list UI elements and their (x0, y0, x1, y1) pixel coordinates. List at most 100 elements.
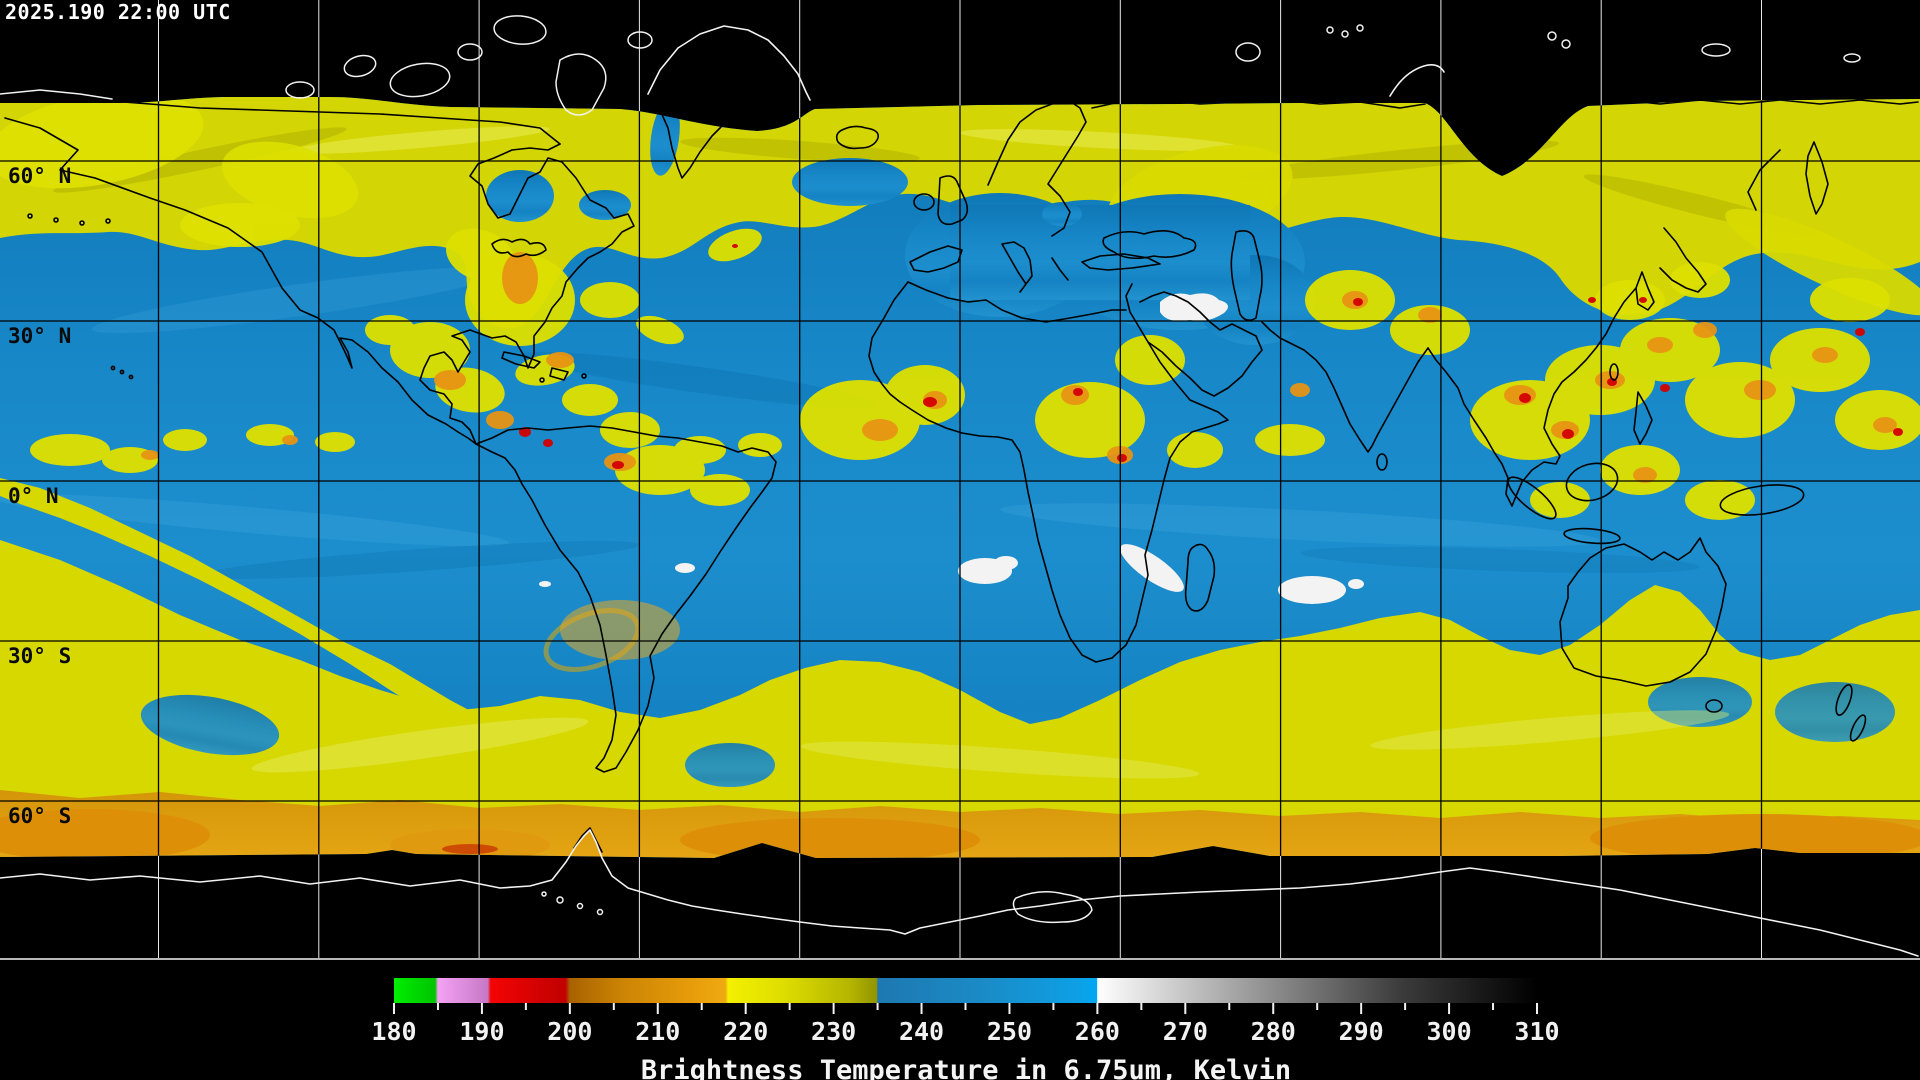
coast-arabia (1139, 291, 1263, 397)
colorbar-tick-label: 210 (635, 1017, 680, 1046)
isle-franzjosef-2 (1341, 30, 1349, 38)
aleutian-3 (79, 220, 85, 226)
coast-north-america (4, 117, 477, 445)
coast-iceland (835, 125, 880, 150)
isle-arctic-a (285, 81, 315, 99)
colorbar-tick-label: 190 (459, 1017, 504, 1046)
coast-greece-turkey (1051, 253, 1161, 281)
black-sea (1102, 230, 1197, 260)
colorbar-tick-label: 240 (899, 1017, 944, 1046)
isle-victoria (389, 62, 451, 98)
coast-okhotsk (1747, 149, 1781, 211)
colorbar-tick-label: 300 (1426, 1017, 1471, 1046)
colorbar-tick-label: 290 (1339, 1017, 1384, 1046)
colorbar-title: Brightness Temperature in 6.75um, Kelvin (641, 1055, 1291, 1080)
coast-mediterranean-south (907, 281, 1127, 323)
coast-java (1563, 527, 1621, 545)
coast-philippines (1633, 391, 1653, 445)
coast-tasmania (1705, 699, 1723, 713)
aleutian-2 (53, 217, 59, 223)
latitude-labels: 60° N 30° N 0° N 30° S 60° S (8, 164, 71, 828)
coast-ireland (913, 193, 935, 211)
grid-lines-black (0, 0, 1920, 959)
isle-franzjosef-3 (1356, 24, 1364, 32)
coast-jamaica (539, 377, 545, 383)
colorbar: 180 190 200 210 220 230 240 250 260 270 280 290 300 3… (371, 978, 1560, 1080)
colorbar-tick-label: 220 (723, 1017, 768, 1046)
coast-australia (1559, 537, 1727, 687)
hawaii-3 (128, 374, 134, 380)
coast-puertorico (581, 373, 587, 379)
hawaii-1 (110, 365, 116, 371)
isle-arctic-b (457, 43, 483, 61)
isle-severnaya-1 (1547, 31, 1557, 41)
coast-borneo (1565, 462, 1619, 502)
antarctic-lagoon (1012, 891, 1093, 924)
timestamp-label: 2025.190 22:00 UTC (5, 0, 231, 24)
colorbar-tick-label: 270 (1163, 1017, 1208, 1046)
latitude-label: 60° N (8, 164, 71, 188)
colorbar-gradient-bar (394, 978, 1537, 1003)
latitude-label: 60° S (8, 804, 71, 828)
coast-uk (937, 175, 969, 226)
colorbar-tick-label: 180 (371, 1017, 416, 1046)
colorbar-tick-label: 260 (1075, 1017, 1120, 1046)
coast-cuba (501, 351, 541, 369)
great-lakes (491, 238, 547, 258)
colorbar-tick-label: 280 (1251, 1017, 1296, 1046)
convection-orange (141, 252, 1897, 483)
coast-china-sea (1427, 287, 1637, 507)
coast-sumatra (1507, 476, 1557, 520)
coast-scandinavia (987, 99, 1087, 237)
antarctic-peninsula-tip (573, 827, 603, 853)
coast-gulf-atlantic (419, 143, 635, 445)
latitude-label: 0° N (8, 484, 59, 508)
coast-kamchatka (1805, 141, 1829, 215)
isle-novaya-zemlya (1389, 64, 1445, 97)
isle-wrangel (1843, 53, 1861, 63)
coast-newguinea (1719, 484, 1805, 516)
colorbar-ticks (393, 1003, 1538, 1014)
antarctic-isle-3 (596, 908, 604, 916)
coast-africa (868, 281, 1229, 663)
polar-coastlines (0, 15, 1919, 957)
coast-japan (1659, 227, 1707, 293)
latitude-label: 30° N (8, 324, 71, 348)
coast-srilanka (1376, 453, 1388, 471)
coast-hispaniola (549, 367, 569, 381)
isle-severnaya-2 (1561, 39, 1571, 49)
isle-franzjosef-1 (1326, 26, 1334, 34)
coast-alaska-north (0, 89, 113, 100)
caspian-sea (1230, 230, 1263, 322)
aleutian-1 (27, 213, 33, 219)
isle-banks (343, 54, 377, 78)
blue-texture (0, 266, 1700, 579)
coast-madagascar (1184, 543, 1216, 612)
colorbar-tick-label: 310 (1514, 1017, 1559, 1046)
isle-svalbard (1235, 42, 1261, 62)
isle-baffin (555, 53, 607, 116)
antarctic-isle-4 (541, 891, 547, 897)
hawaii-2 (119, 369, 125, 375)
coast-india (1261, 321, 1429, 453)
coast-taiwan (1609, 363, 1619, 381)
colorbar-tick-label: 200 (547, 1017, 592, 1046)
antarctic-isle-2 (576, 902, 584, 910)
coast-antarctica (0, 829, 1919, 957)
coast-south-america (475, 425, 777, 773)
colorbar-tick-labels: 180 190 200 210 220 230 240 250 260 270 280 290 300 3… (371, 1017, 1559, 1046)
imagery-band (0, 0, 1920, 959)
coast-nz-north (1835, 684, 1853, 716)
aleutian-4 (105, 218, 111, 224)
antarctic-isle-1 (556, 896, 564, 904)
coast-nz-south (1849, 714, 1867, 742)
convection-yellow (30, 203, 1920, 520)
colorbar-tick-label: 230 (811, 1017, 856, 1046)
coastlines (4, 97, 1919, 853)
coast-iberia (909, 245, 963, 273)
isle-newsiberian (1701, 43, 1731, 57)
isle-ellesmere (493, 15, 547, 45)
coast-greenland-north (647, 25, 811, 101)
spcz-band (0, 478, 545, 762)
